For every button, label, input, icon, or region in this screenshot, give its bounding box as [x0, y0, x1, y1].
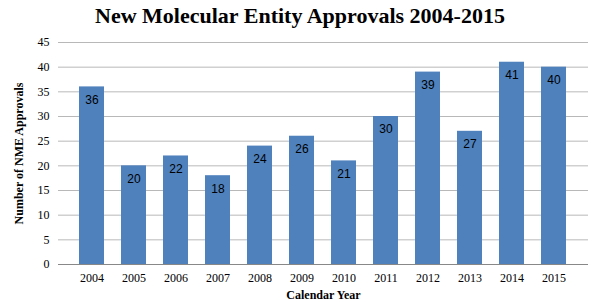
svg-text:20: 20 — [38, 159, 50, 173]
svg-text:22: 22 — [169, 162, 183, 176]
svg-text:45: 45 — [38, 35, 50, 49]
svg-text:40: 40 — [38, 60, 50, 74]
svg-text:2009: 2009 — [290, 271, 314, 285]
svg-text:41: 41 — [505, 68, 519, 82]
svg-text:2014: 2014 — [500, 271, 524, 285]
svg-text:24: 24 — [253, 152, 267, 166]
svg-text:2006: 2006 — [164, 271, 188, 285]
svg-text:36: 36 — [85, 93, 99, 107]
svg-text:5: 5 — [44, 233, 50, 247]
svg-text:2010: 2010 — [332, 271, 356, 285]
svg-text:25: 25 — [38, 134, 50, 148]
svg-text:2007: 2007 — [206, 271, 230, 285]
svg-text:2008: 2008 — [248, 271, 272, 285]
svg-text:Number of NME Approvals: Number of NME Approvals — [12, 82, 26, 224]
svg-text:39: 39 — [421, 78, 435, 92]
svg-text:2013: 2013 — [458, 271, 482, 285]
html-text:New Molecular Entity Approvals: New Molecular Entity Approvals 2004-2015 — [95, 3, 505, 28]
svg-text:30: 30 — [38, 109, 50, 123]
svg-text:18: 18 — [211, 182, 225, 196]
svg-text:35: 35 — [38, 85, 50, 99]
svg-text:2011: 2011 — [374, 271, 398, 285]
svg-text:10: 10 — [38, 208, 50, 222]
svg-text:0: 0 — [44, 257, 50, 271]
svg-text:2012: 2012 — [416, 271, 440, 285]
svg-text:2015: 2015 — [542, 271, 566, 285]
svg-text:26: 26 — [295, 142, 309, 156]
svg-text:27: 27 — [463, 137, 477, 151]
svg-text:21: 21 — [337, 167, 351, 181]
svg-text:2005: 2005 — [122, 271, 146, 285]
svg-text:2004: 2004 — [80, 271, 104, 285]
svg-text:40: 40 — [547, 73, 561, 87]
svg-text:Calendar Year: Calendar Year — [286, 288, 361, 302]
svg-text:20: 20 — [127, 172, 141, 186]
svg-text:30: 30 — [379, 122, 393, 136]
svg-text:15: 15 — [38, 183, 50, 197]
